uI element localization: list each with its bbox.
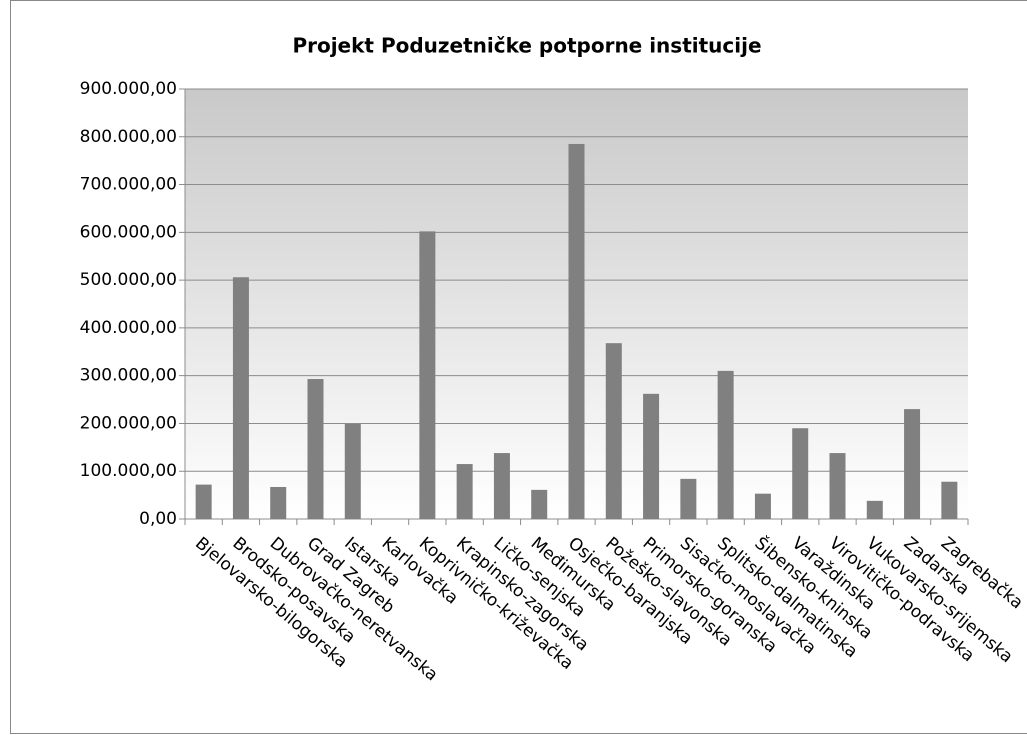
y-tick-label: 0,00 (139, 509, 177, 529)
y-tick-label: 400.000,00 (80, 318, 177, 338)
y-tick-label: 700.000,00 (80, 175, 177, 195)
bar (754, 493, 771, 519)
bar (941, 481, 958, 519)
bar (270, 486, 287, 519)
y-tick-label: 900.000,00 (80, 79, 177, 99)
bar (493, 453, 510, 519)
bar (866, 500, 883, 519)
bar (344, 423, 361, 519)
bar (904, 409, 921, 519)
bar (643, 393, 660, 519)
bar (568, 143, 585, 519)
bar (605, 343, 622, 519)
bar (531, 489, 548, 519)
bar (829, 453, 846, 519)
bar (792, 428, 809, 519)
bar (680, 478, 697, 519)
bar (419, 231, 436, 519)
bar (307, 379, 324, 519)
y-tick-label: 600.000,00 (80, 222, 177, 242)
bar (195, 484, 212, 519)
bar (717, 370, 734, 519)
bar (456, 464, 473, 519)
y-tick-label: 200.000,00 (80, 413, 177, 433)
bar (232, 277, 249, 519)
y-tick-label: 500.000,00 (80, 270, 177, 290)
y-tick-label: 100.000,00 (80, 461, 177, 481)
y-tick-label: 300.000,00 (80, 366, 177, 386)
y-tick-label: 800.000,00 (80, 127, 177, 147)
chart-title: Projekt Poduzetničke potporne institucij… (292, 34, 761, 58)
